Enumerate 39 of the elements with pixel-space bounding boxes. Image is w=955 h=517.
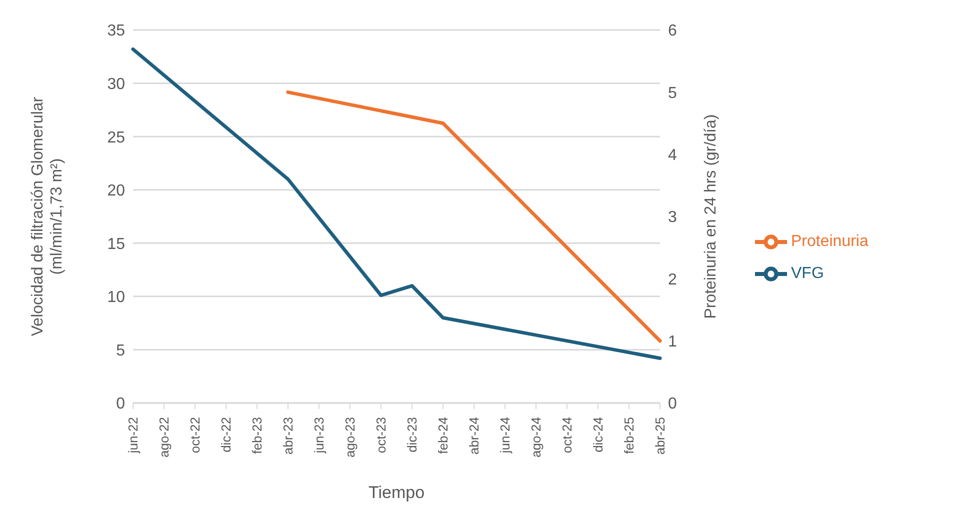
- x-axis-title: Tiempo: [368, 483, 425, 502]
- x-tick-label: abr-25: [652, 417, 668, 455]
- y2-tick-label: 4: [668, 147, 677, 164]
- y2-tick-label: 5: [668, 84, 677, 102]
- y-tick-label: 35: [107, 22, 126, 40]
- x-tick-label: oct-22: [188, 417, 202, 454]
- x-tick-label: jun-24: [498, 417, 512, 454]
- y2-tick-label: 3: [668, 209, 677, 226]
- y-tick-label: 10: [107, 289, 126, 306]
- x-tick-label: oct-24: [560, 417, 574, 454]
- x-tick-label: ago-22: [156, 417, 172, 458]
- y-axis-title: Velocidad de filtración Glomerular (ml/min/1,73 m²): [30, 96, 66, 336]
- y2-axis-title: Proteinuria en 24 hrs (gr/día): [702, 114, 720, 319]
- y2-tick-label: 0: [668, 396, 677, 413]
- x-tick-label: ago-24: [528, 417, 544, 458]
- x-tick-label: ago-23: [342, 417, 358, 458]
- y2-tick-label: 2: [668, 271, 677, 288]
- legend-label: VFG: [791, 265, 824, 282]
- x-tick-label: abr-23: [280, 417, 296, 455]
- x-tick-label: oct-23: [374, 417, 388, 454]
- x-tick-label: dic-24: [590, 417, 606, 452]
- x-tick-label: feb-23: [250, 417, 264, 454]
- x-tick-label: dic-22: [218, 417, 234, 452]
- y-tick-label: 30: [107, 76, 126, 93]
- y-tick-label: 0: [116, 396, 126, 413]
- line-series: [131, 47, 662, 360]
- x-tick-label: jun-22: [126, 417, 140, 454]
- x-tick-label: jun-23: [312, 417, 326, 454]
- x-tick-label: feb-25: [622, 417, 636, 454]
- x-tick-label: dic-23: [404, 417, 420, 452]
- y2-tick-label: 6: [668, 22, 677, 40]
- y2-tick-label: 1: [668, 334, 677, 351]
- y-tick-label: 20: [107, 182, 126, 200]
- x-tick-label: abr-24: [466, 417, 482, 455]
- x-tick-label: feb-24: [436, 417, 450, 454]
- y-tick-label: 5: [116, 342, 126, 360]
- y-tick-label: 25: [107, 129, 126, 146]
- legend-label: Proteinuria: [791, 233, 868, 250]
- y-tick-label: 15: [107, 236, 126, 253]
